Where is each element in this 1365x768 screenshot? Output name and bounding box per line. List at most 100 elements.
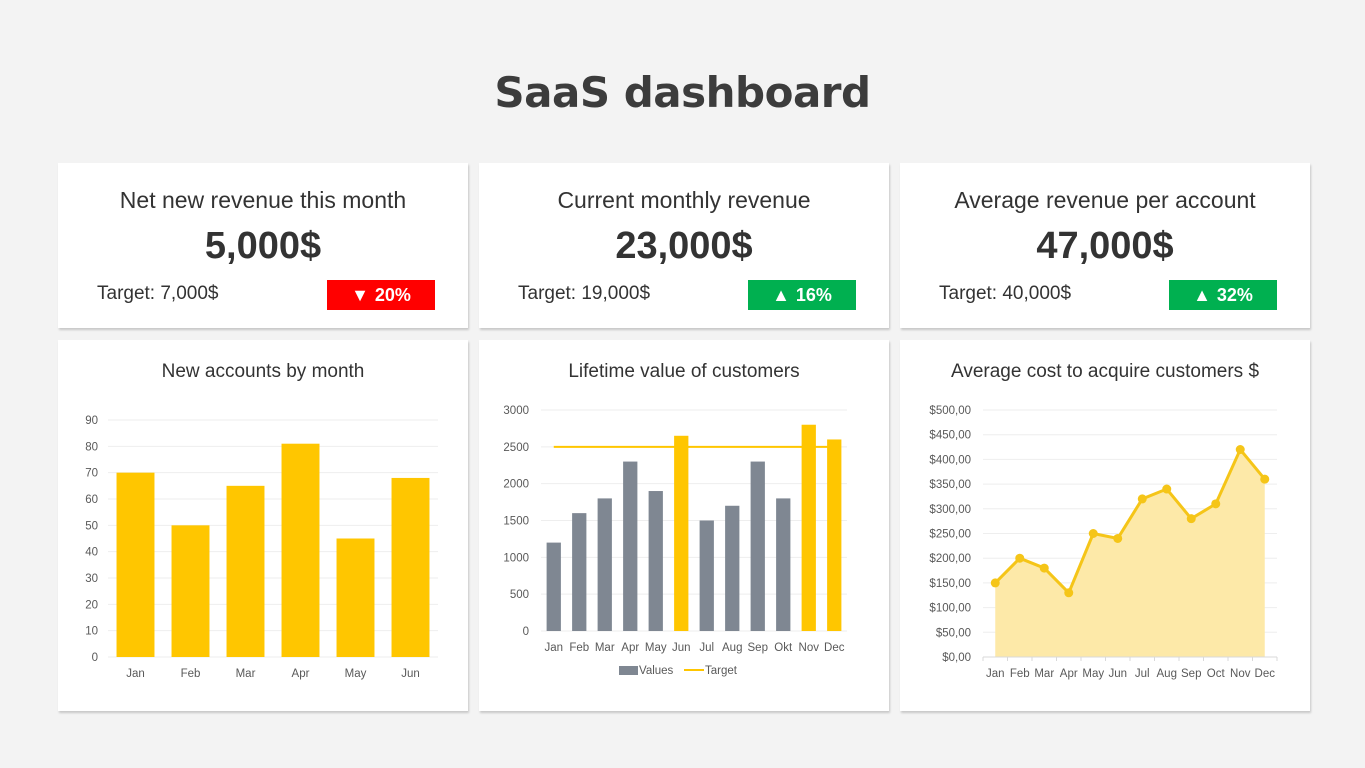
bar-aug — [725, 505, 740, 631]
x-tick-label: Apr — [1060, 668, 1078, 680]
bar-apr — [281, 443, 320, 657]
y-tick-label: $0,00 — [942, 652, 971, 664]
kpi-value: 23,000$ — [615, 225, 753, 267]
bar-jan — [116, 472, 155, 657]
x-tick-label: Jan — [986, 668, 1005, 680]
y-tick-label: $100,00 — [929, 603, 971, 615]
y-tick-label: 10 — [85, 626, 98, 638]
acquisition-cost-area-chart: $0,00 $50,00 $100,00 $150,00 $200,00 $250,00 $… — [929, 405, 1278, 680]
bar-jun — [674, 435, 689, 631]
data-point-aug — [1162, 484, 1172, 494]
data-point-jan — [990, 578, 1000, 588]
change-badge: ▲ 16% — [748, 280, 856, 310]
y-tick-label: 500 — [510, 589, 529, 601]
kpi-value: 47,000$ — [1036, 225, 1174, 267]
bar-dec — [827, 439, 842, 631]
triangle-up-icon: ▲ — [772, 284, 790, 305]
bar-mar — [226, 485, 265, 657]
y-tick-label: $250,00 — [929, 529, 971, 541]
chart-card-new-accounts: New accounts by month 0 10 20 30 40 50 60 70 80 9… — [58, 340, 468, 711]
change-value: 32% — [1216, 284, 1253, 305]
kpi-card-net-new-revenue: Net new revenue this month 5,000$ Target… — [58, 163, 468, 328]
y-tick-label: 20 — [85, 599, 98, 611]
chart-card-acquisition-cost: Average cost to acquire customers $ $0,0… — [900, 340, 1310, 711]
chart-card-lifetime-value: Lifetime value of customers 0 500 1000 1500… — [479, 340, 889, 711]
x-tick-label: Feb — [569, 642, 589, 654]
x-tick-label: Okt — [774, 642, 793, 654]
kpi-card-average-revenue-per-account: Average revenue per account 47,000$ Targ… — [900, 163, 1310, 328]
lifetime-value-bar-chart: 0 500 1000 1500 2000 2500 3000 Jan Feb Mar Apr May J… — [503, 405, 847, 677]
y-tick-label: $500,00 — [929, 405, 971, 417]
area-fill — [995, 449, 1265, 657]
bar-nov — [801, 424, 816, 631]
bar-jul — [699, 520, 714, 631]
y-tick-label: 2000 — [503, 479, 529, 491]
x-tick-label: Apr — [292, 668, 310, 680]
x-tick-label: May — [345, 668, 367, 680]
y-tick-label: 60 — [85, 494, 98, 506]
data-point-nov — [1235, 445, 1245, 455]
legend-swatch-values — [619, 666, 638, 675]
data-point-jul — [1137, 494, 1147, 504]
y-tick-label: $350,00 — [929, 479, 971, 491]
kpi-label: Current monthly revenue — [557, 187, 811, 213]
x-tick-label: Jun — [672, 642, 691, 654]
data-point-feb — [1015, 553, 1025, 563]
x-tick-label: Feb — [181, 668, 201, 680]
x-tick-label: Jul — [699, 642, 714, 654]
legend-label-values: Values — [639, 665, 674, 677]
y-tick-label: $50,00 — [936, 627, 971, 639]
y-tick-label: 1500 — [503, 516, 529, 528]
x-tick-label: Sep — [748, 642, 768, 654]
chart-title: Lifetime value of customers — [568, 361, 800, 382]
kpi-target: Target: 19,000$ — [518, 283, 651, 304]
y-tick-label: $150,00 — [929, 578, 971, 590]
y-tick-label: 40 — [85, 547, 98, 559]
y-tick-label: 3000 — [503, 405, 529, 417]
x-tick-label: Feb — [1010, 668, 1030, 680]
kpi-card-current-monthly-revenue: Current monthly revenue 23,000$ Target: … — [479, 163, 889, 328]
x-tick-label: Jan — [544, 642, 563, 654]
x-tick-label: Apr — [621, 642, 639, 654]
y-tick-label: $400,00 — [929, 454, 971, 466]
triangle-down-icon: ▼ — [351, 284, 369, 305]
data-point-may — [1088, 529, 1098, 538]
bar-jun — [391, 477, 430, 657]
x-tick-label: Jun — [401, 668, 420, 680]
data-point-dec — [1260, 474, 1270, 484]
kpi-target: Target: 7,000$ — [97, 283, 219, 304]
bar-mar — [597, 498, 612, 631]
kpi-target: Target: 40,000$ — [939, 283, 1072, 304]
x-tick-label: May — [645, 642, 667, 654]
change-badge: ▼ 20% — [327, 280, 435, 310]
x-tick-label: Mar — [236, 668, 256, 680]
x-tick-label: Aug — [722, 642, 742, 654]
y-tick-label: 70 — [85, 468, 98, 480]
x-tick-label: Mar — [595, 642, 615, 654]
x-tick-label: Jun — [1108, 668, 1127, 680]
y-tick-label: 1000 — [503, 552, 529, 564]
change-badge: ▲ 32% — [1169, 280, 1277, 310]
kpi-label: Net new revenue this month — [119, 187, 407, 213]
kpi-value: 5,000$ — [204, 225, 322, 267]
data-point-mar — [1039, 563, 1049, 573]
x-tick-label: Oct — [1207, 668, 1226, 680]
legend-label-target: Target — [705, 665, 738, 677]
bar-may — [648, 491, 663, 631]
bar-may — [336, 538, 375, 657]
y-tick-label: $200,00 — [929, 553, 971, 565]
chart-title: Average cost to acquire customers $ — [950, 361, 1260, 382]
data-point-sep — [1186, 514, 1196, 524]
y-tick-label: $450,00 — [929, 430, 971, 442]
kpi-label: Average revenue per account — [954, 187, 1256, 213]
new-accounts-bar-chart: 0 10 20 30 40 50 60 70 80 90 Jan Feb Mar Apr May Jun — [85, 415, 438, 680]
triangle-up-icon: ▲ — [1193, 284, 1211, 305]
x-tick-label: Jan — [126, 668, 145, 680]
bar-apr — [623, 461, 638, 631]
page-title: SaaS dashboard — [494, 68, 871, 117]
bar-jan — [546, 542, 561, 631]
x-tick-label: Mar — [1034, 668, 1054, 680]
y-tick-label: 90 — [85, 415, 98, 427]
bar-okt — [776, 498, 791, 631]
change-value: 16% — [795, 284, 832, 305]
